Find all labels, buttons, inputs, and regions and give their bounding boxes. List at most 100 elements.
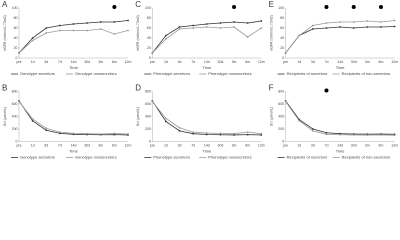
point xyxy=(113,21,116,23)
point xyxy=(380,134,382,136)
y-tick-label: 100 xyxy=(12,6,18,10)
point xyxy=(113,33,116,35)
point xyxy=(246,22,249,24)
series-line xyxy=(285,20,395,54)
point xyxy=(165,117,167,120)
point xyxy=(246,36,249,38)
x-tick-label: 6m xyxy=(379,60,384,64)
x-tick-label: 12m xyxy=(258,143,265,147)
point xyxy=(311,28,314,30)
x-tick-label: pre xyxy=(283,60,288,64)
x-tick-label: 7d xyxy=(191,60,195,64)
point xyxy=(339,21,341,23)
point xyxy=(311,24,314,27)
legend-label: Recipients of secretors xyxy=(287,155,328,160)
x-tick-label: 6m xyxy=(112,143,117,147)
point xyxy=(165,34,167,37)
series-line xyxy=(18,100,129,136)
x-tick-label: 3m xyxy=(365,143,370,147)
panel-label: C xyxy=(135,0,141,9)
x-axis-title: Time xyxy=(69,149,79,154)
point xyxy=(219,132,222,135)
point xyxy=(72,23,75,25)
legend-label: Recipients of non-secretors xyxy=(342,155,391,160)
y-tick-label: 200 xyxy=(145,127,151,131)
x-tick-label: 1d xyxy=(297,60,301,64)
y-axis-title: Scr (μmol/L) xyxy=(3,107,7,126)
point xyxy=(352,27,355,29)
y-tick-label: 0 xyxy=(149,139,151,143)
point xyxy=(298,34,301,37)
y-tick-label: 20 xyxy=(14,46,18,50)
significance-dot xyxy=(324,88,329,93)
series-line xyxy=(151,101,262,135)
y-tick-label: 400 xyxy=(278,114,284,118)
x-tick-label: 14d xyxy=(337,60,343,64)
point xyxy=(58,132,61,135)
point xyxy=(178,126,181,129)
y-axis-title: eGFR (ml/min/1.73m2) xyxy=(3,15,7,51)
legend-label: Phenotype secretors xyxy=(153,71,190,76)
point xyxy=(205,132,208,134)
point xyxy=(31,39,34,42)
x-tick-label: 14d xyxy=(204,60,210,64)
x-tick-label: 3d xyxy=(311,143,315,147)
x-tick-label: pre xyxy=(150,60,155,64)
y-axis-title: Scr (μmol/L) xyxy=(270,107,274,126)
y-tick-label: 400 xyxy=(145,114,151,118)
x-tick-label: 14d xyxy=(204,143,210,147)
x-tick-label: 30d xyxy=(84,60,90,64)
x-axis-title: Time xyxy=(202,149,212,154)
x-tick-label: 6m xyxy=(245,143,250,147)
point xyxy=(205,133,208,136)
y-tick-label: 20 xyxy=(280,46,284,50)
point xyxy=(233,134,235,136)
point xyxy=(192,27,195,29)
x-tick-label: 3d xyxy=(178,60,182,64)
x-tick-label: 30d xyxy=(84,143,90,147)
point xyxy=(58,29,61,32)
point xyxy=(18,52,20,54)
point xyxy=(284,52,287,54)
point xyxy=(151,100,154,103)
x-tick-label: 30d xyxy=(218,143,224,147)
point xyxy=(45,127,48,130)
point xyxy=(298,119,301,122)
point xyxy=(45,32,48,34)
point xyxy=(192,24,195,27)
y-tick-label: 40 xyxy=(14,36,18,40)
point xyxy=(31,118,34,120)
significance-dot xyxy=(351,5,356,9)
y-axis-title: Scr (μmol/L) xyxy=(136,107,140,126)
x-tick-label: 3m xyxy=(365,60,370,64)
y-tick-label: 100 xyxy=(278,6,284,10)
point xyxy=(86,132,89,135)
point xyxy=(393,19,396,22)
legend-label: Genotype nonsecretors xyxy=(75,155,117,160)
x-tick-label: 30d xyxy=(351,60,357,64)
x-tick-label: 1d xyxy=(31,143,35,147)
point xyxy=(178,129,181,132)
x-tick-label: 1d xyxy=(164,143,168,147)
x-tick-label: 14d xyxy=(71,143,77,147)
point xyxy=(219,27,222,29)
point xyxy=(113,133,116,136)
series-line xyxy=(18,101,129,135)
x-tick-label: 1d xyxy=(164,60,168,64)
point xyxy=(311,129,314,132)
point xyxy=(260,132,263,135)
point xyxy=(260,20,263,22)
point xyxy=(113,132,116,135)
point xyxy=(99,28,102,30)
point xyxy=(99,133,102,135)
point xyxy=(165,120,167,123)
point xyxy=(233,21,235,23)
x-tick-label: 3d xyxy=(44,143,48,147)
x-axis-title: Time xyxy=(69,65,79,70)
x-tick-label: 14d xyxy=(71,60,77,64)
point xyxy=(127,19,129,22)
y-tick-label: 800 xyxy=(278,89,284,93)
x-tick-label: 7d xyxy=(325,60,329,64)
x-axis-title: Time xyxy=(336,65,346,70)
panel: D Scr (μmol/L) Time 0 200 400 600 800 pre 1d 3d 7d 1… xyxy=(135,84,264,160)
